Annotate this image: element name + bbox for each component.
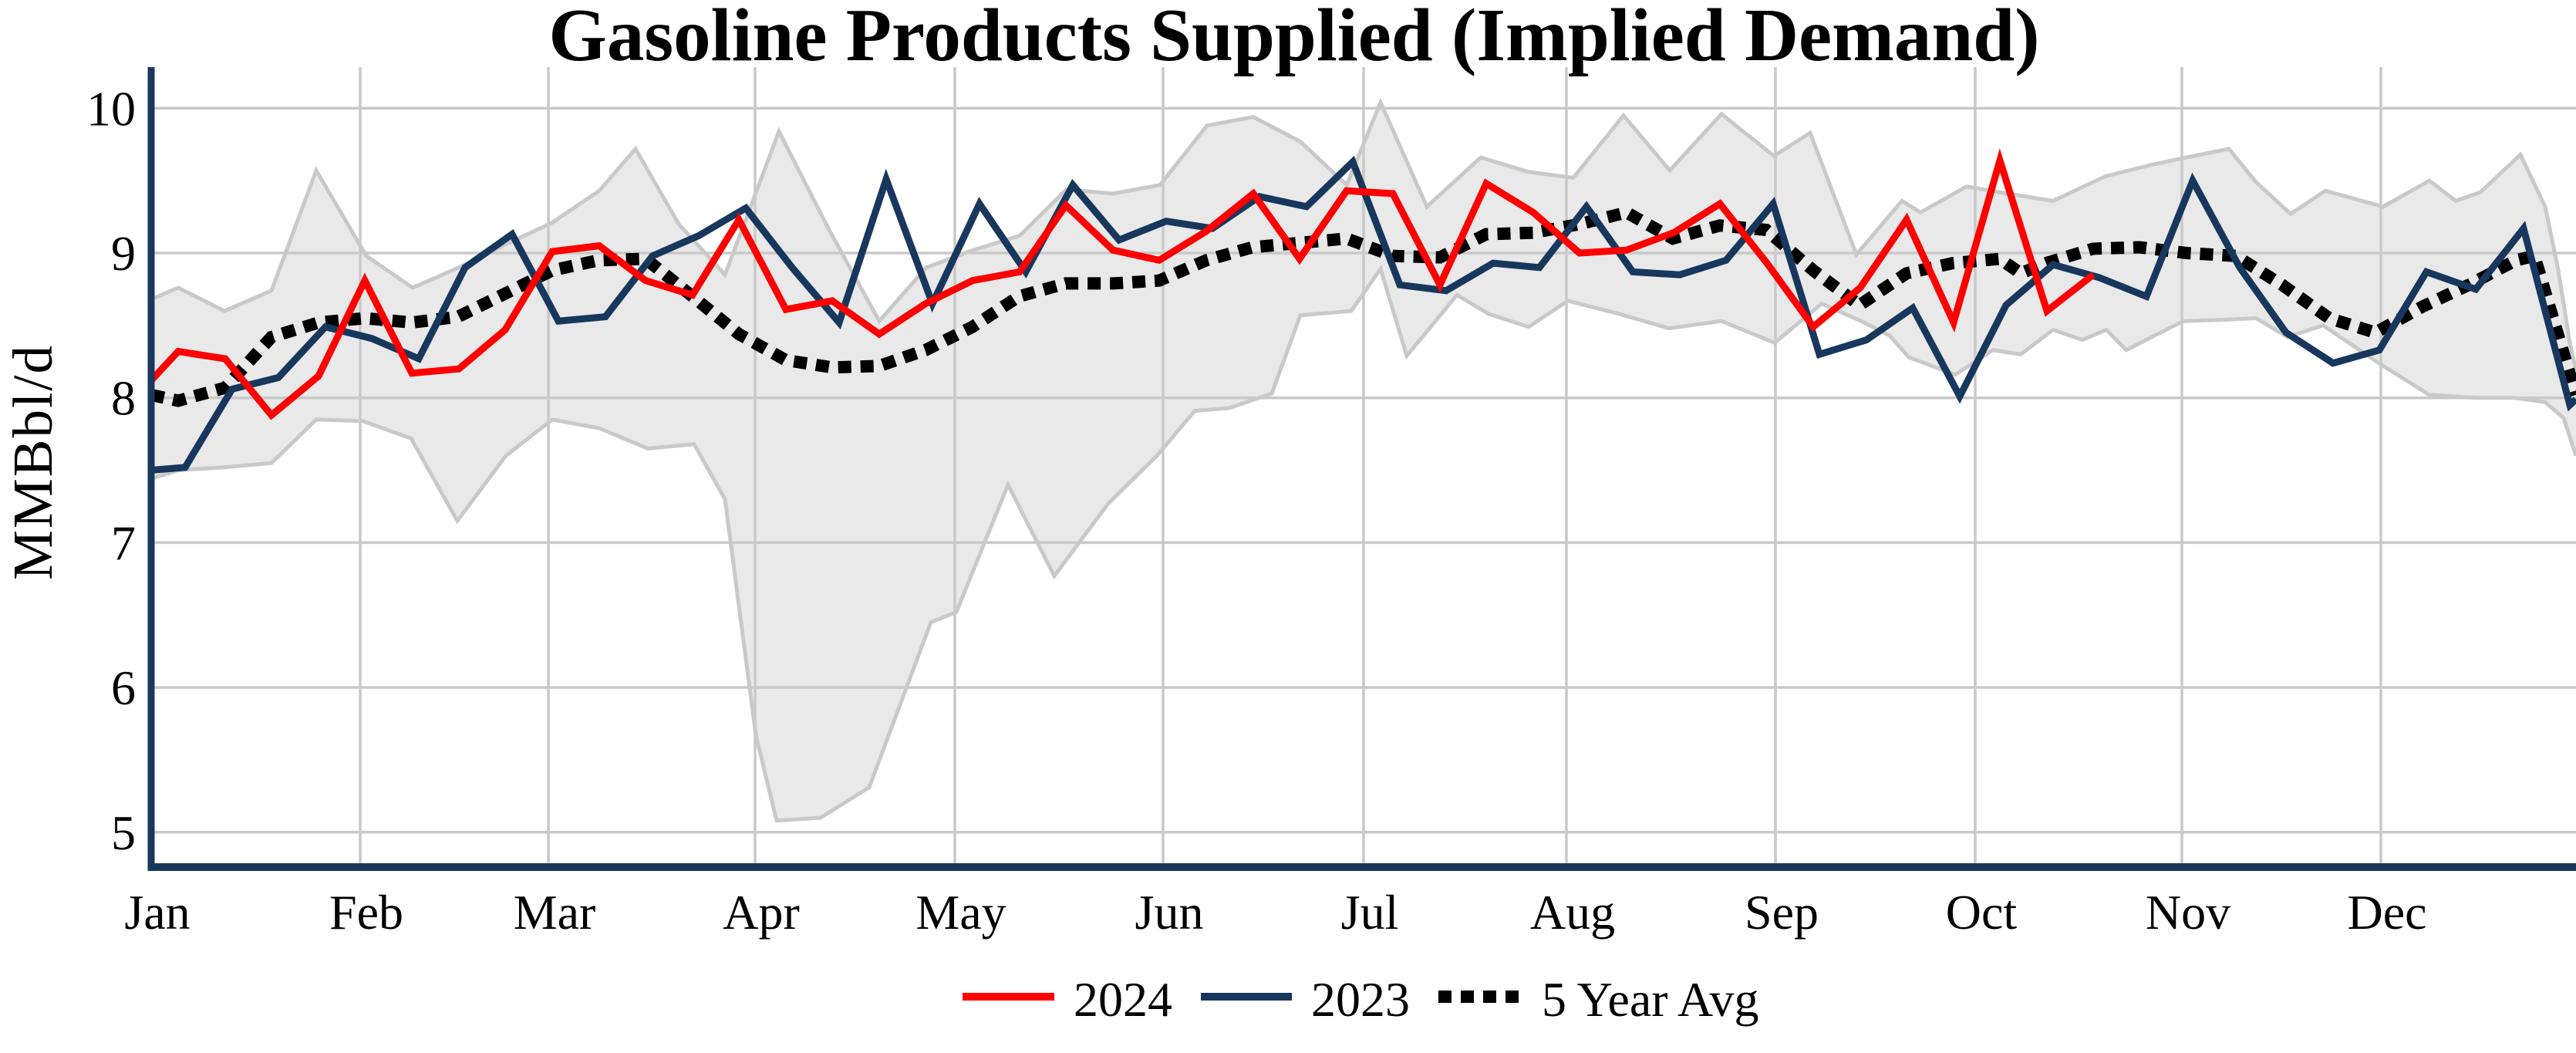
svg-text:6: 6	[111, 660, 136, 715]
svg-text:Feb: Feb	[329, 885, 403, 940]
svg-text:Jul: Jul	[1341, 885, 1399, 940]
svg-text:8: 8	[111, 371, 136, 426]
svg-text:Sep: Sep	[1745, 885, 1819, 940]
svg-text:5: 5	[111, 805, 136, 860]
svg-text:2024: 2024	[1074, 972, 1172, 1027]
svg-text:Oct: Oct	[1946, 885, 2018, 940]
svg-text:Aug: Aug	[1530, 885, 1615, 940]
svg-text:Gasoline Products Supplied (Im: Gasoline Products Supplied (Implied Dema…	[548, 0, 2039, 76]
svg-text:Jan: Jan	[124, 885, 190, 940]
svg-text:7: 7	[111, 515, 136, 570]
svg-text:Dec: Dec	[2347, 885, 2426, 940]
svg-text:Jun: Jun	[1135, 885, 1204, 940]
svg-text:9: 9	[111, 226, 136, 281]
svg-text:Apr: Apr	[723, 885, 800, 940]
svg-text:10: 10	[86, 81, 136, 136]
svg-text:May: May	[915, 885, 1006, 940]
svg-text:5 Year Avg: 5 Year Avg	[1542, 972, 1759, 1027]
svg-text:2023: 2023	[1311, 972, 1410, 1027]
svg-text:MMBbl/d: MMBbl/d	[2, 344, 64, 580]
svg-text:Nov: Nov	[2146, 885, 2230, 940]
svg-text:Mar: Mar	[514, 885, 596, 940]
